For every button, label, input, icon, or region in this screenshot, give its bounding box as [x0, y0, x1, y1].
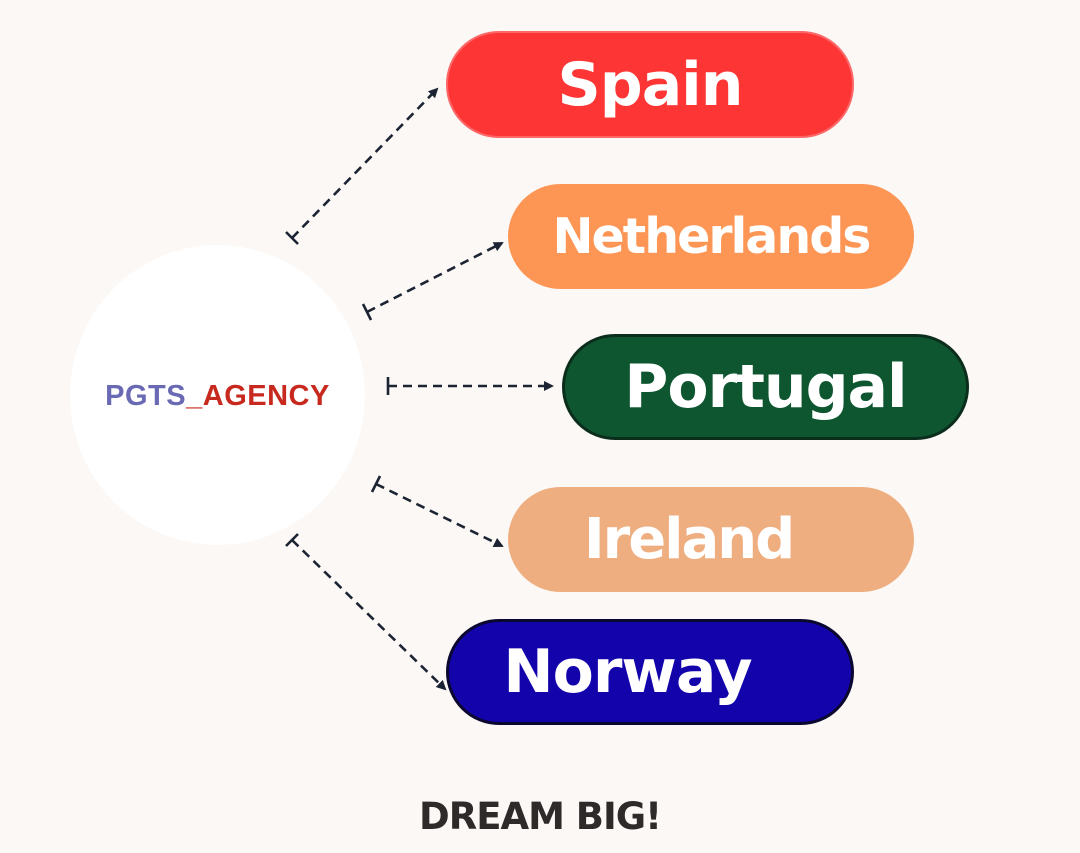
agency-name-part2: _AGENCY — [186, 380, 330, 412]
arrow-to-netherlands — [366, 241, 504, 314]
destination-label: Portugal — [624, 352, 907, 422]
agency-hub-circle — [70, 245, 365, 545]
destination-netherlands: Netherlands — [508, 184, 914, 289]
agency-name: PGTS_AGENCY — [70, 380, 365, 413]
destination-label: Norway — [503, 637, 752, 707]
arrow-tail-spain — [285, 231, 299, 245]
arrow-to-spain — [291, 87, 439, 239]
agency-name-part1: PGTS — [105, 380, 187, 412]
arrow-to-ireland — [375, 482, 504, 548]
destination-label: Netherlands — [552, 208, 872, 265]
destination-norway: Norway — [446, 619, 854, 725]
footer-slogan: DREAM BIG! — [418, 795, 662, 838]
destination-label: Spain — [557, 49, 744, 120]
destination-ireland: Ireland — [508, 487, 914, 592]
arrow-tail-norway — [285, 533, 299, 547]
destination-portugal: Portugal — [562, 334, 969, 440]
destination-spain: Spain — [446, 31, 854, 138]
arrow-to-norway — [291, 539, 447, 691]
arrow-tail-ireland — [370, 475, 382, 493]
arrow-tail-netherlands — [361, 303, 373, 321]
destination-label: Ireland — [583, 507, 795, 572]
